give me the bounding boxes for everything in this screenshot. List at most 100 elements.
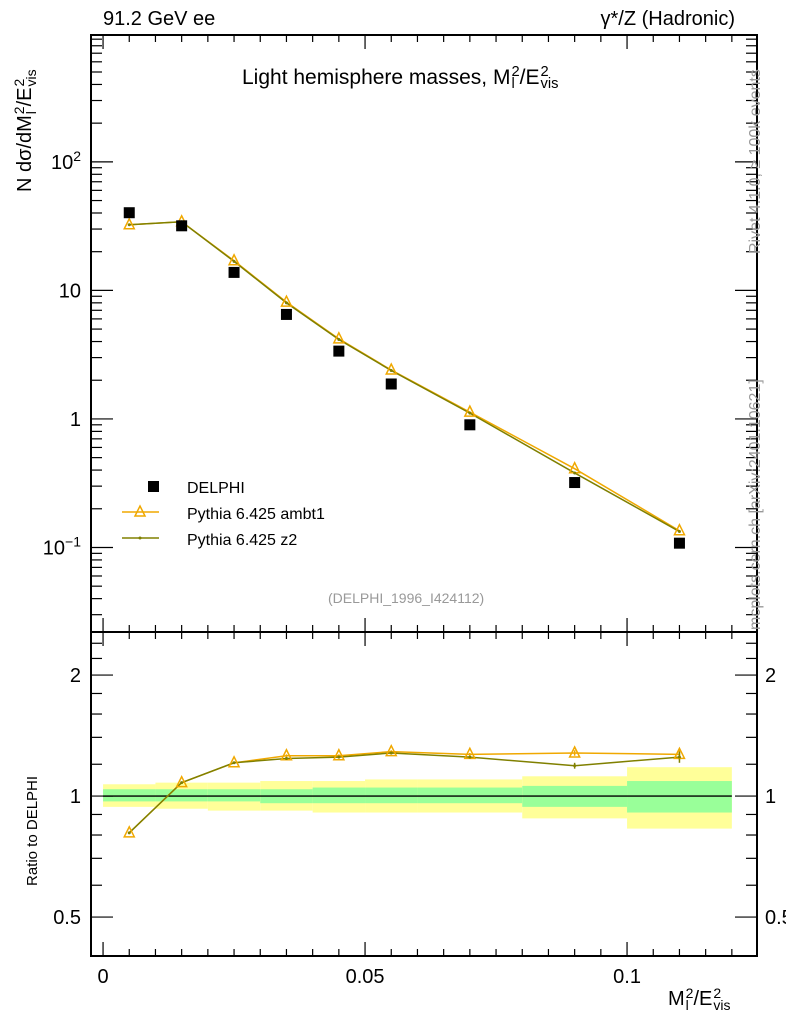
title-sub: l <box>511 76 515 93</box>
ratio-y-tick-label-right: 2 <box>765 665 776 687</box>
y-tick-base: 10 <box>51 152 73 174</box>
marker-ambt1 <box>123 217 136 230</box>
xlabel-text: M <box>668 988 685 1011</box>
ratio-marker-z2 <box>337 755 341 759</box>
y-axis-label: N dσ/dM 2 l/E 2 vis <box>11 69 39 192</box>
ratio-marker-z2 <box>180 781 184 785</box>
marker-ambt1 <box>227 253 241 266</box>
legend-ambt1-marker <box>133 504 147 517</box>
ratio-marker-z2 <box>677 755 681 759</box>
legend-label: Pythia 6.425 z2 <box>187 532 297 549</box>
y-tick-exponent: −1 <box>65 533 81 549</box>
y-tick-base: 1 <box>70 409 81 431</box>
band-inner <box>155 789 208 802</box>
x-tick-label: 0 <box>97 966 108 988</box>
title-text-mid: /E <box>519 66 540 90</box>
analysis-id: (DELPHI_1996_I424112) <box>328 590 485 606</box>
ratio-marker-ambt1 <box>175 774 188 788</box>
marker-delphi <box>280 308 292 320</box>
ratio-marker-ambt1 <box>385 743 398 757</box>
legend-delphi-marker <box>148 481 159 492</box>
ratio-marker-z2 <box>389 751 393 755</box>
header-energy: 91.2 GeV ee <box>103 8 216 30</box>
ratio-y-tick-label: 0.5 <box>53 907 81 929</box>
legend-z2-marker <box>138 536 142 540</box>
marker-ambt1 <box>463 404 477 417</box>
ratio-y-tick-label-right: 1 <box>765 786 776 808</box>
ratio-marker-z2 <box>468 755 472 759</box>
marker-z2 <box>284 301 288 305</box>
ratio-y-tick-label-right: 0.5 <box>765 907 786 929</box>
ylabel-text-mid: /E <box>14 87 37 107</box>
rivet-note: Rivet 4.1.0, ≥ 100k events <box>747 69 764 254</box>
y-tick-exponent: 2 <box>73 148 81 164</box>
marker-ambt1 <box>568 461 581 474</box>
marker-ambt1 <box>332 331 346 344</box>
y-tick-base: 10 <box>43 537 65 559</box>
marker-delphi <box>333 345 345 357</box>
marker-z2 <box>573 471 577 475</box>
marker-delphi <box>673 537 685 549</box>
marker-z2 <box>232 259 236 263</box>
ratio-axis-label: Ratio to DELPHI <box>24 775 41 886</box>
marker-delphi <box>176 220 188 232</box>
marker-z2 <box>337 337 341 341</box>
ratio-y-tick-label: 2 <box>70 665 81 687</box>
ratio-marker-z2 <box>127 831 131 835</box>
marker-ambt1 <box>280 294 293 307</box>
marker-delphi <box>385 378 397 390</box>
ratio-marker-ambt1 <box>227 755 241 768</box>
legend-label: DELPHI <box>187 480 245 497</box>
ratio-marker-z2 <box>284 757 288 761</box>
marker-delphi <box>228 266 240 278</box>
marker-z2 <box>127 223 131 227</box>
xlabel-sup: 2 <box>685 985 694 1001</box>
y-tick-label: 10 <box>59 280 81 302</box>
ratio-marker-z2 <box>573 764 577 768</box>
y-tick-base: 10 <box>59 280 81 302</box>
mcplots-note: mcplots.cern.ch [arXiv:2401.10621] <box>747 379 764 630</box>
band-inner <box>417 787 523 804</box>
band-inner <box>365 787 418 804</box>
y-tick-label: 102 <box>51 148 81 174</box>
marker-delphi <box>464 419 476 431</box>
marker-delphi <box>569 477 581 489</box>
marker-z2 <box>677 530 681 534</box>
band-inner <box>312 787 366 804</box>
plot-title: Light hemisphere masses, M 2 l/E 2 vis <box>242 64 559 93</box>
y-tick-label: 1 <box>70 409 81 431</box>
marker-z2 <box>389 369 393 373</box>
band-inner <box>103 789 156 802</box>
marker-ambt1 <box>673 523 686 536</box>
xlabel-sup: 2 <box>713 985 722 1001</box>
ratio-marker-ambt1 <box>123 825 136 838</box>
header-process: γ*/Z (Hadronic) <box>600 8 735 30</box>
ratio-y-tick-label: 1 <box>70 786 81 808</box>
title-sup: 2 <box>511 64 520 80</box>
ylabel-text: N dσ/dM <box>14 115 37 192</box>
legend-label: Pythia 6.425 ambt1 <box>187 506 325 523</box>
title-sub: vis <box>540 76 559 93</box>
x-axis-label: M 2 l/E 2 vis <box>668 985 731 1013</box>
band-inner <box>627 781 732 813</box>
x-tick-label: 0.05 <box>346 966 385 988</box>
ylabel-sub: vis <box>22 69 39 87</box>
ratio-marker-ambt1 <box>332 748 346 761</box>
band-inner <box>207 789 261 802</box>
title-text: Light hemisphere masses, M <box>242 66 511 90</box>
y-tick-label: 10−1 <box>43 533 81 559</box>
ratio-frame <box>90 631 758 957</box>
xlabel-sub: vis <box>713 996 731 1013</box>
marker-ambt1 <box>385 362 398 375</box>
ylabel-sub: l <box>22 111 39 115</box>
title-sup: 2 <box>540 64 549 80</box>
xlabel-sub: l <box>685 996 689 1013</box>
xlabel-text-mid: /E <box>693 988 713 1011</box>
x-tick-label: 0.1 <box>613 966 641 988</box>
ratio-marker-z2 <box>232 761 236 765</box>
ratio-marker-ambt1 <box>568 745 581 758</box>
marker-z2 <box>468 411 472 415</box>
marker-delphi <box>123 207 135 219</box>
